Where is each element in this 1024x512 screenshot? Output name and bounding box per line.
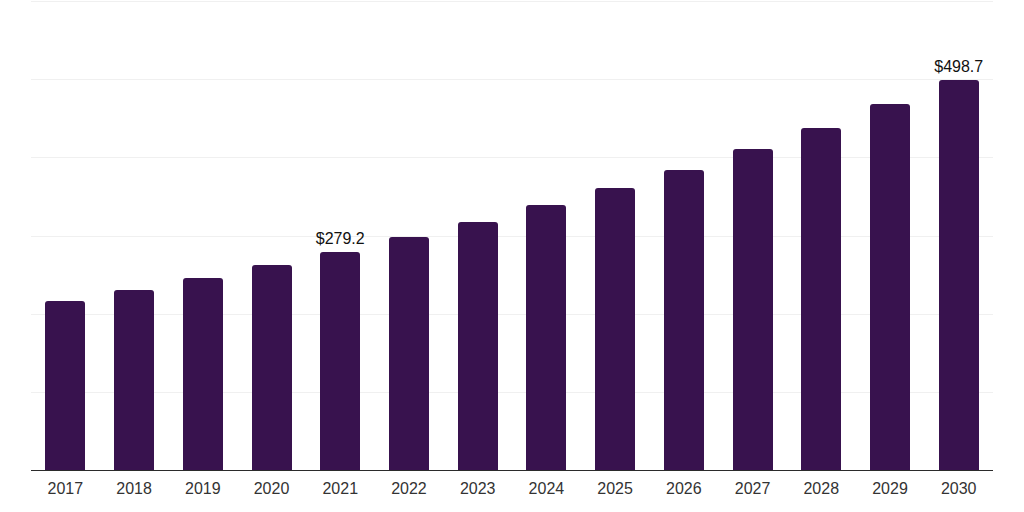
bar-slot-2029 (856, 1, 925, 470)
x-tick-2025: 2025 (581, 471, 650, 498)
x-tick-2024: 2024 (512, 471, 581, 498)
value-label-2030: $498.7 (934, 59, 983, 75)
bar-2017 (45, 301, 85, 470)
bar-2022 (389, 237, 429, 470)
bar-2021 (320, 252, 360, 470)
bar-2018 (114, 290, 154, 470)
x-tick-2026: 2026 (649, 471, 718, 498)
x-tick-2018: 2018 (100, 471, 169, 498)
bar-slot-2026 (649, 1, 718, 470)
bar-slot-2030: $498.7 (924, 1, 993, 470)
bar-chart: $279.2$498.7 201720182019202020212022202… (0, 0, 1024, 512)
x-tick-2027: 2027 (718, 471, 787, 498)
x-tick-2019: 2019 (168, 471, 237, 498)
plot-area: $279.2 $498.7 (31, 1, 993, 471)
bar-2024 (526, 205, 566, 470)
x-tick-2028: 2028 (787, 471, 856, 498)
bar-2027 (733, 149, 773, 470)
x-tick-2017: 2017 (31, 471, 100, 498)
bar-slot-2019 (168, 1, 237, 470)
x-tick-2023: 2023 (443, 471, 512, 498)
bars-container: $279.2 $498.7 (31, 1, 993, 470)
bar-slot-2025 (581, 1, 650, 470)
bar-slot-2024 (512, 1, 581, 470)
bar-slot-2027 (718, 1, 787, 470)
x-tick-2021: 2021 (306, 471, 375, 498)
bar-slot-2023 (443, 1, 512, 470)
x-tick-2029: 2029 (856, 471, 925, 498)
bar-slot-2022 (375, 1, 444, 470)
bar-2029 (870, 104, 910, 470)
bar-2020 (252, 265, 292, 470)
x-axis-labels: 2017201820192020202120222023202420252026… (31, 471, 993, 498)
bar-slot-2017 (31, 1, 100, 470)
bar-slot-2020 (237, 1, 306, 470)
x-tick-2030: 2030 (924, 471, 993, 498)
bar-2028 (801, 128, 841, 470)
bar-2030 (939, 80, 979, 470)
bar-2025 (595, 188, 635, 470)
bar-slot-2021: $279.2 (306, 1, 375, 470)
bar-slot-2028 (787, 1, 856, 470)
x-tick-2020: 2020 (237, 471, 306, 498)
value-label-2021: $279.2 (316, 231, 365, 247)
bar-2019 (183, 278, 223, 470)
bar-slot-2018 (100, 1, 169, 470)
x-tick-2022: 2022 (375, 471, 444, 498)
bar-2023 (458, 222, 498, 470)
bar-2026 (664, 170, 704, 470)
